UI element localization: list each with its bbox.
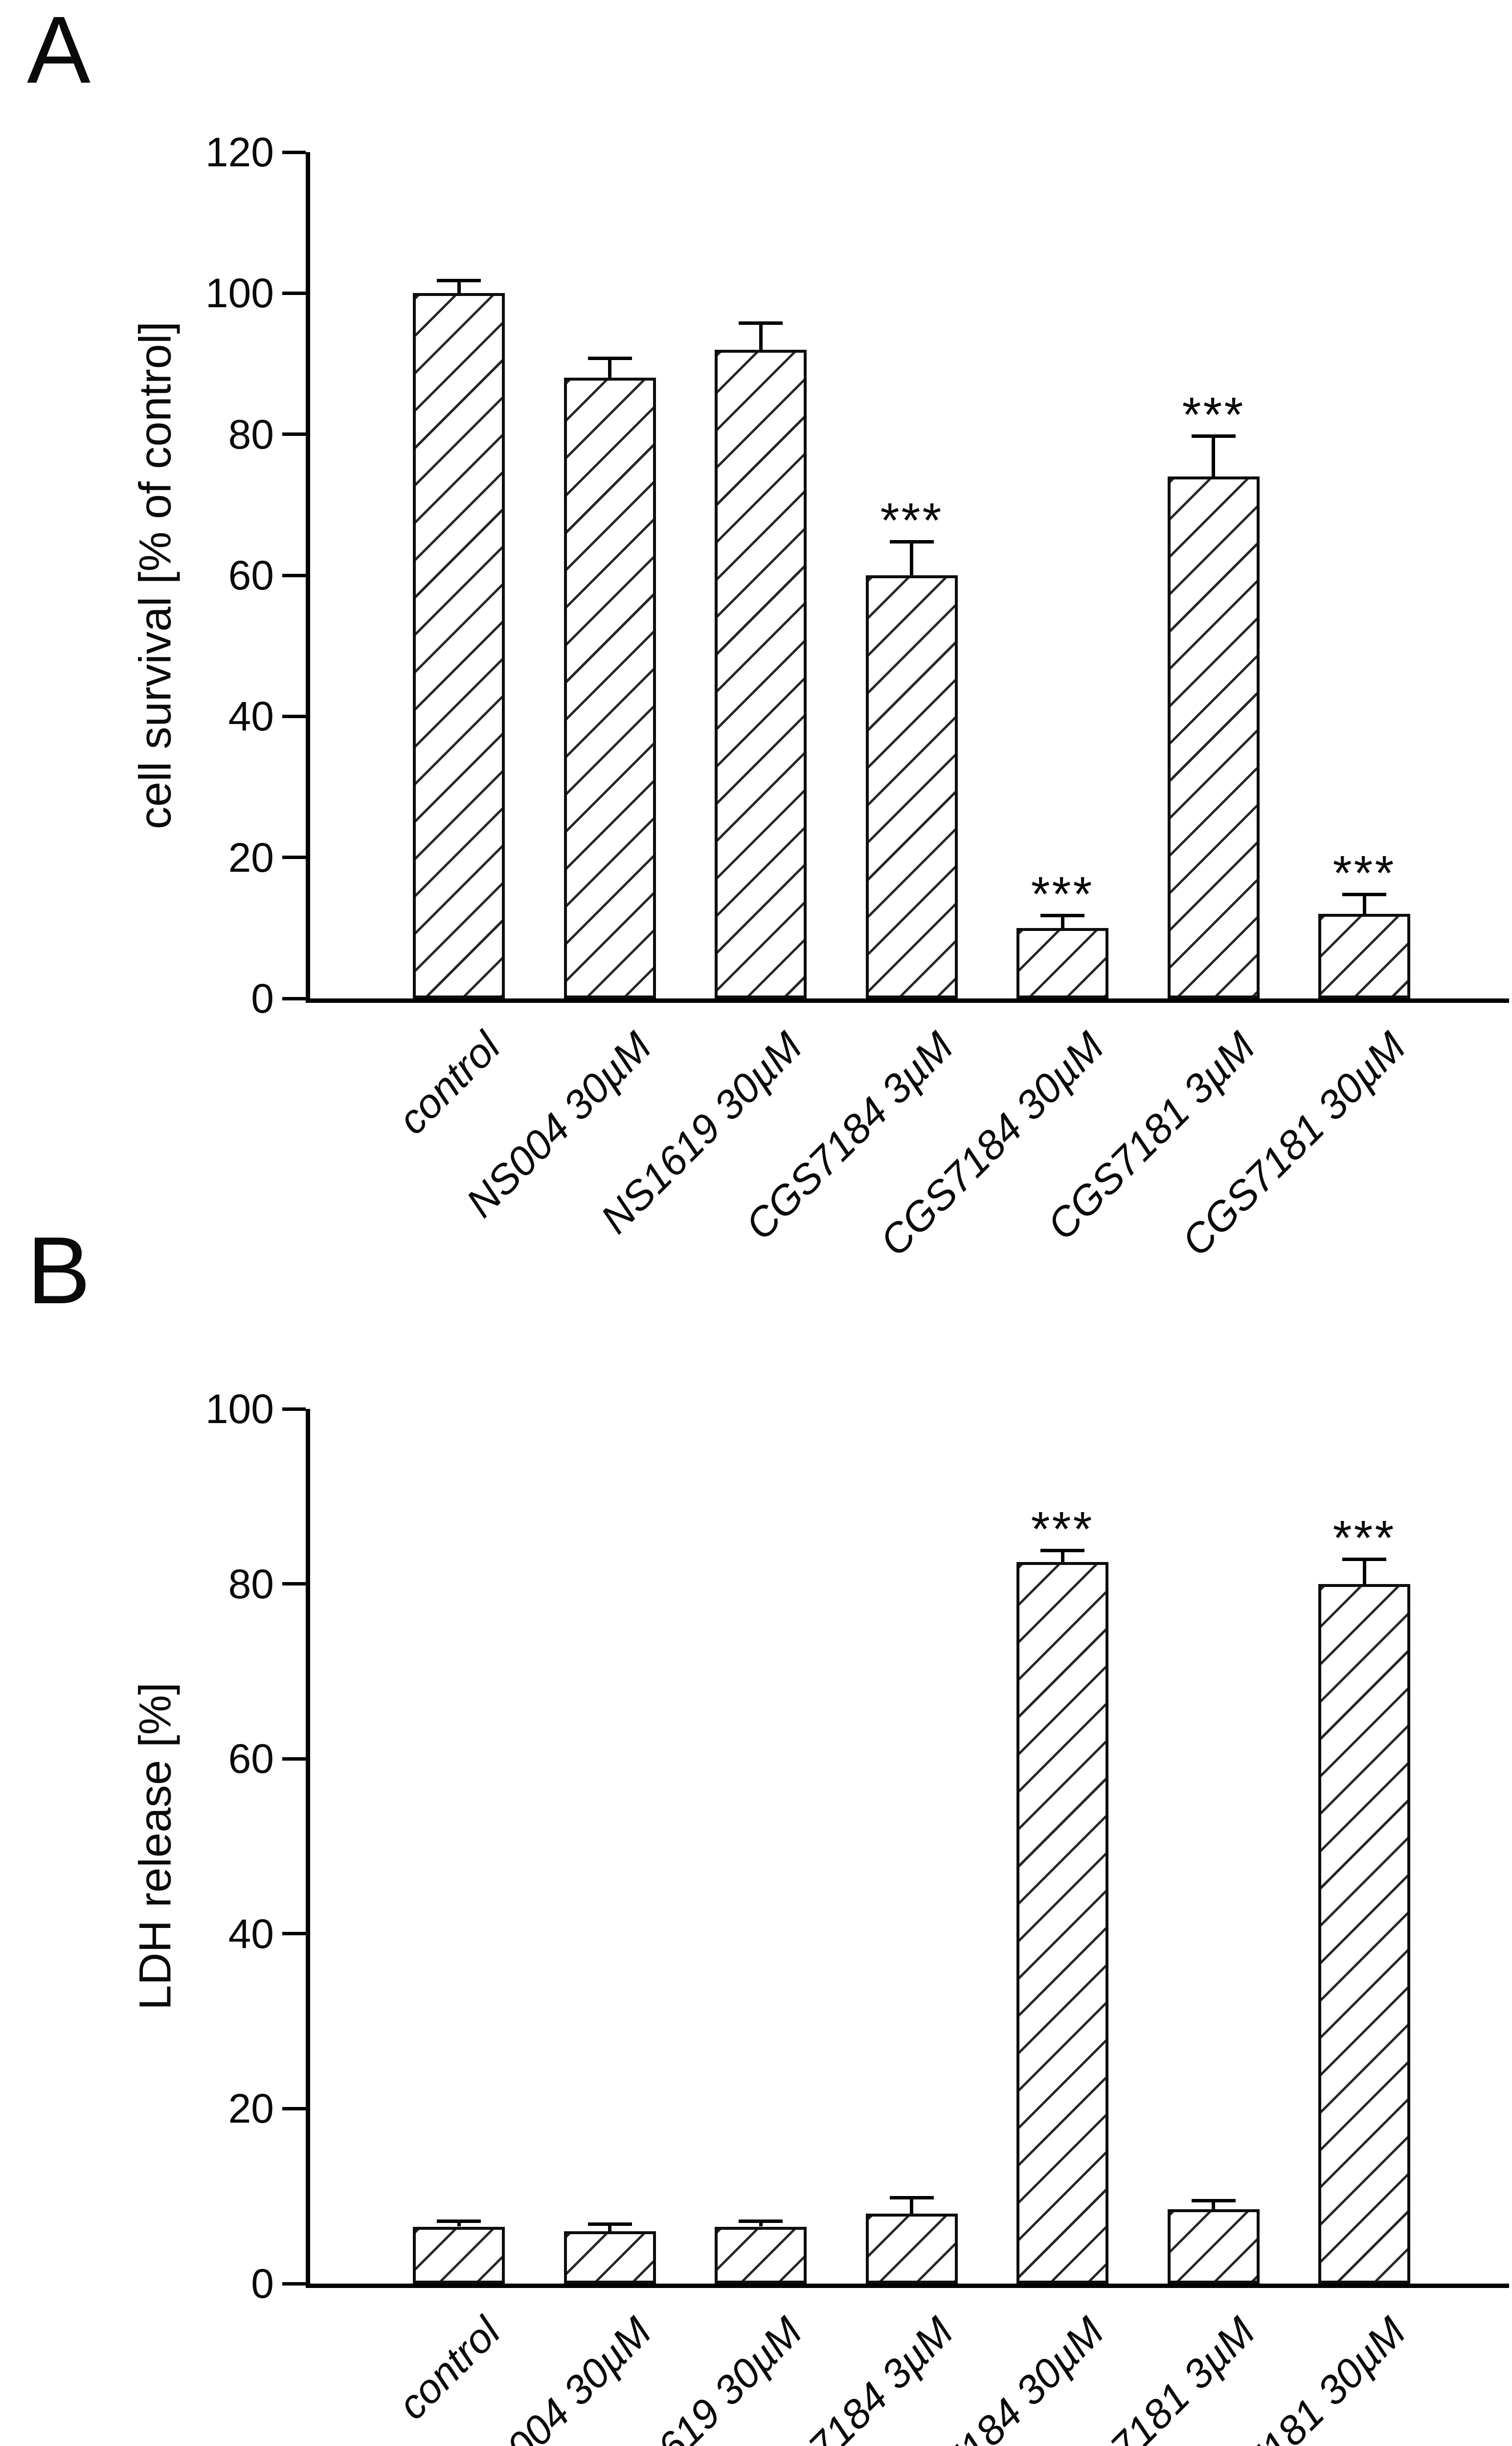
bar: [1168, 476, 1260, 998]
y-axis-tick-label: 0: [251, 2261, 274, 2307]
error-bar-cap: [437, 2220, 481, 2223]
y-axis-tick-label: 20: [228, 835, 274, 881]
y-axis-tick: [282, 292, 306, 295]
error-bar-cap: [437, 279, 481, 282]
y-axis-tick: [282, 997, 306, 1000]
error-bar-cap: [1040, 1549, 1084, 1552]
significance-marker: ***: [880, 493, 944, 548]
y-axis-tick: [282, 2107, 306, 2110]
panel-a-plot-area: cell survival [% of control] 0 20 40 60 80 10…: [131, 129, 1509, 1265]
panel-b-plot-area: LDH release [%] 0 20 40 60 80 100 control NS004…: [131, 1386, 1509, 2446]
bar: [413, 293, 505, 998]
y-axis-tick-label: 80: [228, 411, 274, 457]
y-axis-tick-label: 60: [228, 552, 274, 598]
bar: [1016, 928, 1108, 998]
bar: [715, 350, 807, 998]
bar: [866, 2214, 958, 2284]
error-bar-line: [457, 2220, 461, 2226]
bar: [564, 2231, 656, 2284]
y-axis-tick-label: 60: [228, 1736, 274, 1782]
error-bar-cap: [739, 321, 783, 325]
y-axis-tick: [282, 1407, 306, 1411]
error-bar-line: [1061, 914, 1064, 928]
y-axis-tick: [282, 856, 306, 859]
significance-marker: ***: [1332, 1511, 1396, 1565]
error-bar-cap: [890, 2196, 934, 2199]
bar: [413, 2227, 505, 2284]
error-bar-cap: [739, 2220, 783, 2223]
significance-marker: ***: [1031, 1502, 1094, 1557]
error-bar-cap: [890, 540, 934, 544]
error-bar-line: [608, 2222, 611, 2231]
error-bar-line: [759, 321, 763, 350]
error-bar-line: [910, 540, 913, 575]
error-bar-line: [1212, 2199, 1215, 2209]
error-bar-cap: [1192, 2199, 1236, 2202]
y-axis-tick: [282, 1757, 306, 1761]
y-axis-tick: [282, 574, 306, 577]
bar: [866, 575, 958, 998]
y-axis-tick: [282, 1932, 306, 1935]
error-bar-line: [1212, 434, 1215, 477]
bar: [564, 378, 656, 998]
y-axis-tick-label: 0: [251, 975, 274, 1021]
y-axis-tick: [282, 432, 306, 436]
y-axis-tick-label: 100: [205, 1386, 274, 1432]
bar: [1318, 914, 1410, 998]
error-bar-cap: [1342, 1558, 1386, 1561]
y-axis-tick-label: 40: [228, 1911, 274, 1957]
y-axis-tick: [282, 151, 306, 154]
y-axis-tick-label: 100: [205, 270, 274, 316]
error-bar-cap: [1192, 434, 1236, 438]
panel-b-y-axis-title: LDH release [%]: [130, 1682, 181, 2010]
y-axis-tick: [282, 1582, 306, 1585]
bar: [1016, 1562, 1108, 2284]
error-bar-line: [910, 2196, 913, 2214]
significance-marker: ***: [1031, 867, 1094, 922]
x-category-label: control: [389, 2308, 509, 2428]
bar: [1318, 1584, 1410, 2284]
y-axis-tick: [282, 715, 306, 718]
error-bar-cap: [588, 2222, 632, 2226]
significance-marker: ***: [1182, 387, 1245, 442]
panel-a-label: A: [27, 0, 91, 103]
error-bar-line: [608, 357, 611, 378]
error-bar-line: [1061, 1549, 1064, 1562]
error-bar-cap: [588, 357, 632, 360]
y-axis-tick-label: 40: [228, 693, 274, 739]
error-bar-cap: [1342, 893, 1386, 896]
y-axis-tick-label: 120: [205, 129, 274, 175]
error-bar-line: [1363, 1558, 1366, 1584]
error-bar-line: [1363, 893, 1366, 914]
panel-b-label: B: [27, 1217, 91, 1324]
y-axis-tick: [282, 2282, 306, 2286]
bar: [1168, 2209, 1260, 2284]
y-axis-tick-label: 20: [228, 2085, 274, 2131]
error-bar-line: [457, 279, 461, 293]
bar: [715, 2227, 807, 2284]
error-bar-cap: [1040, 914, 1084, 917]
error-bar-line: [759, 2220, 763, 2226]
y-axis-tick-label: 80: [228, 1561, 274, 1607]
significance-marker: ***: [1332, 846, 1396, 901]
